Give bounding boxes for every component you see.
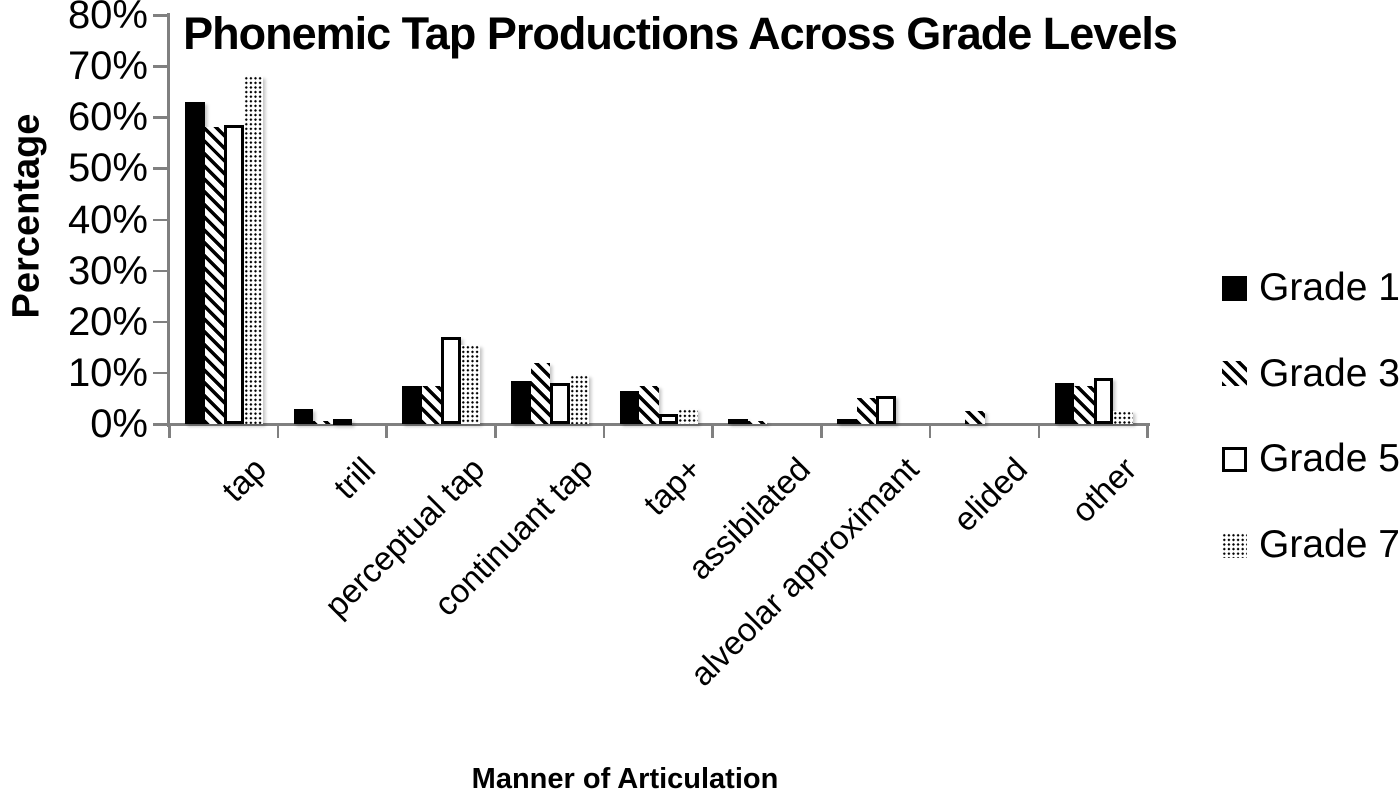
x-tick-label: elided — [945, 450, 1035, 539]
x-tick — [385, 424, 388, 438]
legend-item-grade-7: Grade 7 — [1222, 523, 1400, 567]
x-tick-label: other — [1063, 450, 1144, 530]
y-tick — [153, 14, 167, 17]
x-tick — [1037, 424, 1041, 438]
x-tick — [168, 424, 171, 438]
y-tick — [153, 116, 167, 119]
y-tick-label: 70% — [67, 44, 148, 89]
legend-swatch-dotted-icon — [1222, 532, 1247, 558]
legend-label: Grade 7 — [1259, 523, 1400, 567]
y-tick — [153, 218, 167, 221]
y-tick-label: 20% — [67, 299, 148, 344]
y-tick-label: 10% — [67, 350, 148, 395]
x-tick — [928, 424, 932, 438]
bar-grade-1-alveolar-approximant — [837, 418, 857, 424]
bar-grade-5-alveolar-approximant — [876, 395, 896, 424]
x-tick — [494, 424, 497, 438]
bar-grade-3-alveolar-approximant — [856, 398, 877, 424]
x-axis-line — [154, 423, 1151, 426]
y-tick — [153, 167, 167, 170]
bar-grade-1-other — [1054, 383, 1075, 424]
y-tick-label: 50% — [67, 146, 148, 191]
bar-grade-1-perceptual-tap — [402, 385, 422, 424]
legend-swatch-white-outline-icon — [1222, 446, 1247, 472]
y-tick — [153, 423, 167, 426]
legend-item-grade-1: Grade 1 — [1222, 266, 1400, 310]
bar-grade-3-continuant-tap — [530, 362, 551, 424]
bar-grade-7-other — [1113, 411, 1133, 424]
bar-grade-5-perceptual-tap — [441, 337, 461, 424]
bar-grade-3-tap — [204, 127, 224, 424]
bar-grade-5-tap+ — [658, 413, 679, 424]
legend-label: Grade 5 — [1259, 437, 1400, 481]
x-tick-label: tap+ — [636, 450, 709, 523]
y-axis-line — [167, 13, 170, 427]
legend-item-grade-5: Grade 5 — [1222, 437, 1400, 481]
x-tick — [276, 424, 280, 438]
y-tick-label: 80% — [67, 0, 148, 37]
bar-grade-7-perceptual-tap — [460, 344, 481, 424]
bar-grade-3-perceptual-tap — [421, 385, 442, 424]
x-tick — [711, 424, 714, 438]
y-tick-label: 60% — [67, 95, 148, 140]
bar-grade-3-tap+ — [639, 385, 659, 424]
bar-grade-5-other — [1093, 377, 1114, 424]
x-tick — [1146, 424, 1149, 438]
bar-grade-1-assibilated — [728, 418, 748, 424]
bar-grade-1-tap — [185, 101, 205, 424]
bar-grade-3-other — [1074, 385, 1094, 424]
bar-grade-7-tap — [243, 76, 263, 424]
y-tick-label: 0% — [90, 402, 148, 446]
legend-label: Grade 3 — [1259, 351, 1400, 395]
x-tick-label: trill — [326, 450, 383, 506]
x-tick-label: tap — [214, 450, 274, 509]
y-tick — [153, 371, 167, 375]
bar-grade-5-tap — [224, 124, 244, 424]
bar-grade-7-continuant-tap — [569, 375, 590, 424]
bar-grade-3-trill — [313, 421, 333, 424]
bar-grade-1-tap+ — [619, 390, 640, 424]
bar-grade-1-trill — [293, 408, 314, 424]
bar-grade-5-continuant-tap — [550, 383, 570, 424]
bar-grade-3-elided — [965, 411, 985, 424]
y-tick-label: 30% — [67, 248, 148, 293]
x-tick — [602, 424, 606, 438]
legend-swatch-diagonal-hatch-icon — [1222, 361, 1247, 387]
bar-grade-1-continuant-tap — [511, 380, 531, 424]
x-tick — [820, 424, 823, 438]
y-tick-label: 40% — [67, 197, 148, 242]
y-tick — [153, 269, 167, 273]
y-tick — [153, 320, 167, 324]
legend-swatch-solid-black-icon — [1222, 275, 1247, 301]
chart-title: Phonemic Tap Productions Across Grade Le… — [183, 8, 1178, 59]
bar-grade-5-trill — [332, 418, 353, 425]
legend-item-grade-3: Grade 3 — [1222, 352, 1400, 396]
bar-grade-7-tap+ — [678, 408, 698, 424]
x-axis-title: Manner of Articulation — [471, 763, 779, 795]
bar-grade-3-assibilated — [747, 421, 768, 424]
y-tick — [153, 65, 167, 68]
legend-label: Grade 1 — [1259, 266, 1400, 309]
